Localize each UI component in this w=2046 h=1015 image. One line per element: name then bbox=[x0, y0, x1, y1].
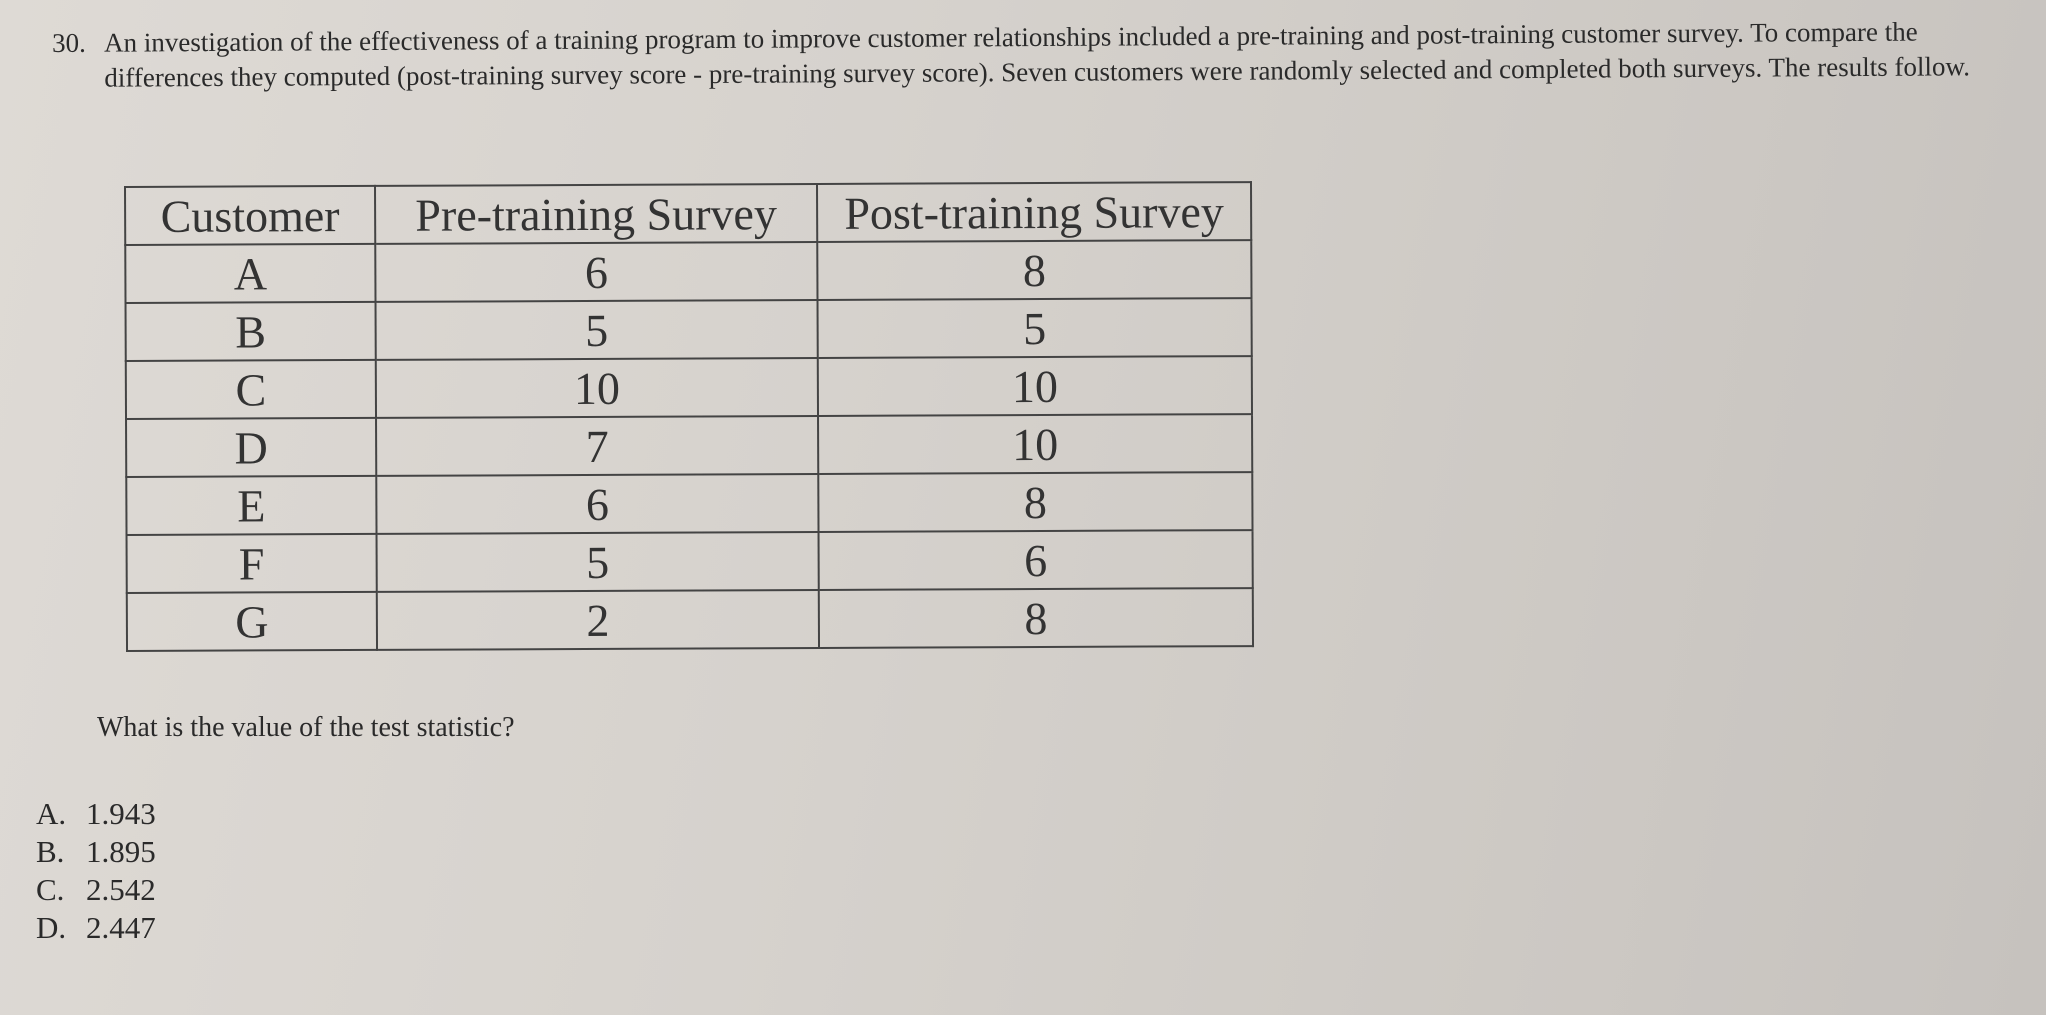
option-letter: C. bbox=[36, 872, 65, 907]
answer-option: D. 2.447 bbox=[36, 909, 156, 947]
option-value: 2.447 bbox=[86, 910, 156, 945]
cell-post-training: 8 bbox=[817, 240, 1252, 300]
cell-customer: D bbox=[126, 417, 377, 477]
cell-customer: A bbox=[125, 243, 376, 303]
answer-option: B. 1.895 bbox=[36, 833, 156, 871]
cell-post-training: 10 bbox=[818, 414, 1253, 474]
question-text: An investigation of the effectiveness of… bbox=[104, 16, 1971, 93]
cell-pre-training: 2 bbox=[376, 589, 820, 650]
option-letter: B. bbox=[36, 834, 65, 869]
cell-pre-training: 5 bbox=[376, 531, 819, 592]
cell-pre-training: 10 bbox=[375, 357, 819, 418]
table-header-row: Customer Pre-training Survey Post-traini… bbox=[125, 182, 1252, 245]
header-post-training: Post-training Survey bbox=[816, 182, 1252, 242]
option-value: 1.895 bbox=[86, 834, 156, 869]
cell-customer: C bbox=[125, 359, 377, 419]
cell-pre-training: 7 bbox=[376, 415, 819, 476]
answer-options: A. 1.943 B. 1.895 C. 2.542 D. 2.447 bbox=[36, 795, 156, 947]
cell-customer: G bbox=[126, 591, 378, 651]
question-prompt: What is the value of the test statistic? bbox=[97, 712, 515, 743]
table-row: C 10 10 bbox=[125, 356, 1253, 419]
cell-post-training: 8 bbox=[818, 588, 1254, 648]
option-letter: D. bbox=[36, 910, 67, 945]
header-customer: Customer bbox=[125, 185, 376, 245]
cell-customer: F bbox=[126, 533, 377, 593]
question: 30. An investigation of the effectivenes… bbox=[52, 14, 1982, 96]
cell-pre-training: 5 bbox=[375, 299, 818, 360]
answer-option: A. 1.943 bbox=[36, 795, 156, 833]
option-letter: A. bbox=[36, 796, 67, 831]
cell-customer: E bbox=[126, 475, 377, 535]
cell-pre-training: 6 bbox=[375, 241, 818, 302]
header-pre-training: Pre-training Survey bbox=[375, 183, 818, 244]
table-row: D 7 10 bbox=[126, 414, 1253, 477]
cell-post-training: 6 bbox=[818, 530, 1253, 590]
cell-post-training: 8 bbox=[818, 472, 1253, 532]
question-number: 30. bbox=[52, 27, 86, 58]
cell-customer: B bbox=[125, 301, 376, 361]
cell-pre-training: 6 bbox=[376, 473, 819, 534]
option-value: 1.943 bbox=[86, 796, 156, 831]
cell-post-training: 10 bbox=[817, 356, 1253, 416]
answer-option: C. 2.542 bbox=[36, 871, 156, 909]
cell-post-training: 5 bbox=[817, 298, 1252, 358]
option-value: 2.542 bbox=[86, 872, 156, 907]
survey-table: Customer Pre-training Survey Post-traini… bbox=[124, 181, 1254, 652]
